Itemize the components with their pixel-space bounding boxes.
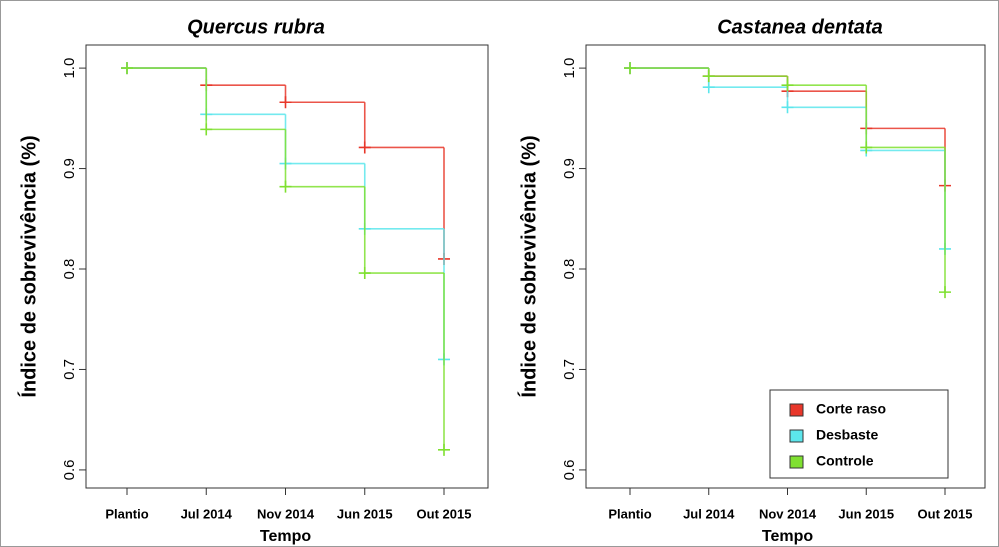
censor-marker: [279, 180, 292, 193]
x-tick-label: Nov 2014: [257, 506, 315, 521]
chart-title: Quercus rubra: [187, 16, 325, 38]
censor-marker: [702, 81, 715, 94]
x-tick-label: Out 2015: [417, 506, 472, 521]
y-tick-label: 1.0: [61, 58, 78, 79]
x-tick-label: Out 2015: [918, 506, 973, 521]
y-axis-title: Índice de sobrevivência (%): [517, 135, 540, 397]
y-tick-label: 0.7: [61, 359, 78, 380]
x-tick-label: Plantio: [608, 506, 651, 521]
censor-marker: [279, 96, 292, 109]
censor-marker: [121, 62, 133, 75]
censor-marker: [860, 141, 873, 154]
chart-title: Castanea dentata: [717, 16, 883, 38]
censor-marker: [781, 101, 794, 114]
censor-marker: [438, 443, 450, 456]
legend-label: Controle: [816, 453, 874, 469]
censor-marker: [624, 62, 636, 75]
legend-label: Corte raso: [816, 401, 886, 417]
x-tick-label: Jul 2014: [683, 506, 735, 521]
x-tick-label: Plantio: [105, 506, 148, 521]
legend-label: Desbaste: [816, 427, 878, 443]
x-axis-title: Tempo: [260, 528, 311, 545]
censor-marker: [702, 70, 715, 83]
y-tick-label: 0.6: [561, 459, 578, 480]
censor-marker: [358, 141, 371, 154]
x-tick-label: Nov 2014: [759, 506, 817, 521]
y-tick-label: 1.0: [561, 58, 578, 79]
y-tick-label: 0.8: [561, 259, 578, 280]
x-axis-title: Tempo: [762, 528, 813, 545]
legend-swatch: [789, 455, 804, 469]
y-axis-title: Índice de sobrevivência (%): [17, 135, 40, 397]
y-tick-label: 0.9: [561, 158, 578, 179]
y-tick-label: 0.7: [561, 359, 578, 380]
censor-marker: [781, 79, 794, 92]
x-tick-label: Jun 2015: [337, 506, 393, 521]
x-tick-label: Jun 2015: [838, 506, 894, 521]
censor-marker: [358, 267, 371, 280]
y-tick-label: 0.6: [61, 459, 78, 480]
y-tick-label: 0.8: [61, 259, 78, 280]
x-tick-label: Jul 2014: [181, 506, 233, 521]
legend-swatch: [789, 429, 804, 443]
censor-marker: [939, 286, 951, 299]
legend-swatch: [789, 403, 804, 417]
y-tick-label: 0.9: [61, 158, 78, 179]
censor-marker: [200, 123, 213, 136]
